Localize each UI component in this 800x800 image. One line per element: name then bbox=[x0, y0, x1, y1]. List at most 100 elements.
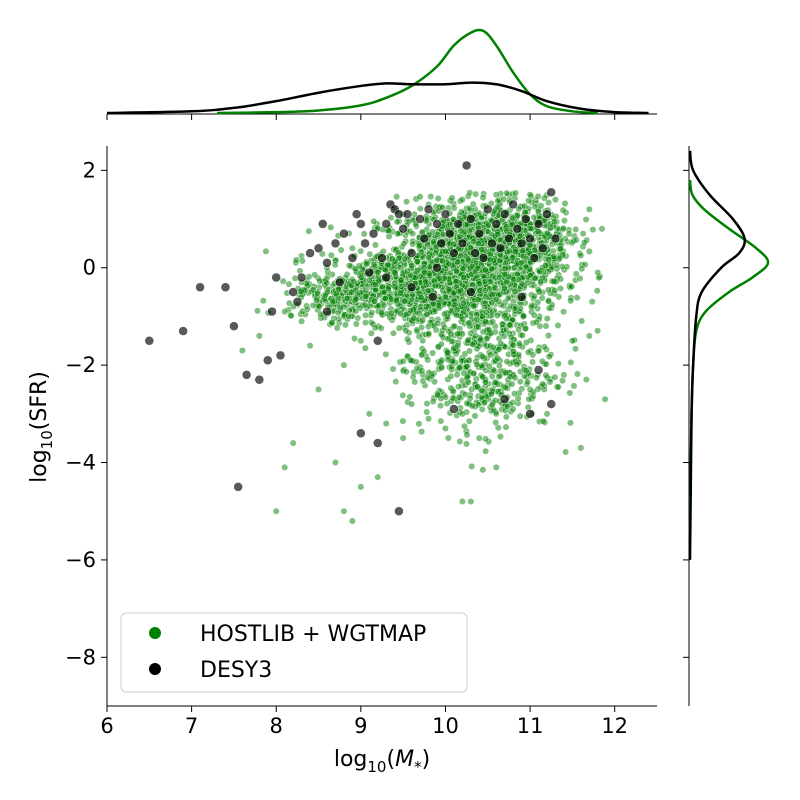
scatter-point-desy3 bbox=[322, 306, 332, 317]
right-kde-hostlib bbox=[688, 179, 770, 536]
scatter-point-hostlib bbox=[393, 193, 401, 201]
scatter-point-desy3 bbox=[546, 187, 556, 198]
scatter-point-desy3 bbox=[432, 262, 442, 273]
scatter-point-hostlib bbox=[576, 275, 584, 282]
scatter-point-hostlib bbox=[438, 257, 446, 265]
scatter-point-hostlib bbox=[447, 372, 455, 380]
scatter-point-hostlib bbox=[495, 345, 503, 353]
scatter-point-desy3 bbox=[229, 321, 239, 331]
scatter-point-hostlib bbox=[382, 350, 390, 358]
scatter-point-hostlib bbox=[480, 399, 488, 407]
scatter-point-hostlib bbox=[418, 324, 425, 331]
scatter-point-hostlib bbox=[406, 393, 414, 401]
scatter-point-hostlib bbox=[503, 189, 511, 197]
scatter-point-hostlib bbox=[378, 309, 386, 317]
scatter-point-hostlib bbox=[455, 364, 463, 372]
scatter-point-hostlib bbox=[450, 322, 458, 330]
scatter-point-hostlib bbox=[479, 373, 487, 381]
scatter-point-hostlib bbox=[511, 248, 519, 256]
scatter-point-hostlib bbox=[365, 276, 373, 284]
y-label-sub: 10 bbox=[38, 430, 56, 449]
scatter-point-hostlib bbox=[397, 310, 404, 318]
scatter-point-hostlib bbox=[484, 221, 492, 229]
scatter-point-hostlib bbox=[368, 329, 375, 337]
scatter-point-hostlib bbox=[478, 405, 486, 413]
scatter-point-hostlib bbox=[352, 320, 360, 328]
scatter-point-hostlib bbox=[437, 402, 444, 410]
scatter-point-hostlib bbox=[468, 463, 476, 470]
scatter-point-hostlib bbox=[459, 299, 467, 307]
scatter-point-desy3 bbox=[398, 224, 408, 234]
scatter-point-hostlib bbox=[445, 260, 453, 268]
scatter-point-hostlib bbox=[545, 353, 553, 360]
scatter-point-hostlib bbox=[333, 324, 341, 332]
scatter-point-desy3 bbox=[466, 287, 476, 297]
scatter-point-hostlib bbox=[374, 268, 382, 276]
scatter-point-hostlib bbox=[340, 507, 348, 515]
scatter-point-hostlib bbox=[543, 230, 551, 237]
scatter-point-hostlib bbox=[285, 280, 293, 288]
scatter-point-hostlib bbox=[391, 269, 399, 276]
scatter-point-hostlib bbox=[557, 245, 565, 252]
scatter-point-hostlib bbox=[458, 410, 466, 418]
scatter-point-hostlib bbox=[431, 378, 438, 386]
scatter-point-hostlib bbox=[404, 335, 411, 343]
scatter-point-hostlib bbox=[546, 378, 554, 386]
scatter-point-hostlib bbox=[238, 347, 246, 354]
scatter-point-hostlib bbox=[559, 377, 566, 385]
scatter-point-hostlib bbox=[427, 193, 435, 200]
scatter-point-hostlib bbox=[400, 297, 408, 305]
scatter-point-hostlib bbox=[437, 417, 445, 425]
scatter-point-hostlib bbox=[454, 342, 462, 350]
scatter-point-hostlib bbox=[478, 387, 486, 395]
scatter-point-hostlib bbox=[401, 255, 409, 263]
scatter-point-desy3 bbox=[364, 267, 375, 278]
scatter-point-hostlib bbox=[462, 363, 470, 371]
scatter-point-desy3 bbox=[521, 214, 531, 224]
scatter-point-hostlib bbox=[297, 287, 305, 295]
x-ticks: 6 7 8 9 10 11 12 bbox=[100, 114, 628, 738]
scatter-point-hostlib bbox=[522, 367, 530, 375]
scatter-point-hostlib bbox=[416, 205, 424, 213]
scatter-point-hostlib bbox=[298, 317, 306, 325]
scatter-point-hostlib bbox=[577, 444, 585, 452]
scatter-point-hostlib bbox=[510, 348, 517, 355]
scatter-point-hostlib bbox=[509, 254, 517, 262]
scatter-point-hostlib bbox=[482, 266, 489, 274]
scatter-point-hostlib bbox=[362, 311, 369, 319]
scatter-point-hostlib bbox=[392, 378, 400, 386]
scatter-point-desy3 bbox=[495, 243, 506, 254]
scatter-point-hostlib bbox=[496, 362, 503, 370]
y-tick-label: 0 bbox=[83, 256, 96, 280]
legend-marker-hostlib bbox=[149, 627, 161, 639]
scatter-point-hostlib bbox=[345, 312, 352, 320]
scatter-point-hostlib bbox=[532, 318, 540, 326]
scatter-point-hostlib bbox=[413, 257, 421, 265]
scatter-point-hostlib bbox=[292, 256, 300, 264]
scatter-point-desy3 bbox=[436, 238, 446, 249]
scatter-point-hostlib bbox=[495, 373, 503, 380]
scatter-point-desy3 bbox=[508, 199, 518, 210]
scatter-point-hostlib bbox=[461, 422, 468, 430]
scatter-point-hostlib bbox=[465, 319, 473, 327]
scatter-point-hostlib bbox=[337, 246, 345, 254]
scatter-point-hostlib bbox=[559, 224, 567, 232]
scatter-point-hostlib bbox=[438, 364, 445, 372]
x-tick-label: 12 bbox=[601, 714, 628, 738]
scatter-point-hostlib bbox=[332, 290, 340, 298]
scatter-point-hostlib bbox=[483, 335, 491, 343]
scatter-point-hostlib bbox=[494, 197, 502, 205]
scatter-point-hostlib bbox=[467, 498, 475, 505]
scatter-point-hostlib bbox=[348, 288, 355, 296]
y-tick-label: −6 bbox=[65, 548, 96, 572]
top-kde-desy3 bbox=[106, 81, 649, 115]
scatter-point-hostlib bbox=[542, 360, 550, 368]
scatter-point-hostlib bbox=[557, 275, 565, 283]
scatter-point-hostlib bbox=[509, 405, 517, 413]
scatter-point-hostlib bbox=[428, 228, 436, 236]
scatter-point-hostlib bbox=[570, 382, 578, 390]
scatter-point-hostlib bbox=[441, 324, 448, 331]
scatter-point-hostlib bbox=[542, 262, 550, 269]
scatter-point-hostlib bbox=[352, 307, 360, 315]
scatter-point-hostlib bbox=[327, 251, 335, 259]
